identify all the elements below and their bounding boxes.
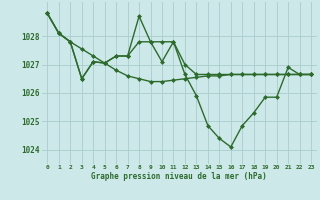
X-axis label: Graphe pression niveau de la mer (hPa): Graphe pression niveau de la mer (hPa) bbox=[91, 172, 267, 181]
